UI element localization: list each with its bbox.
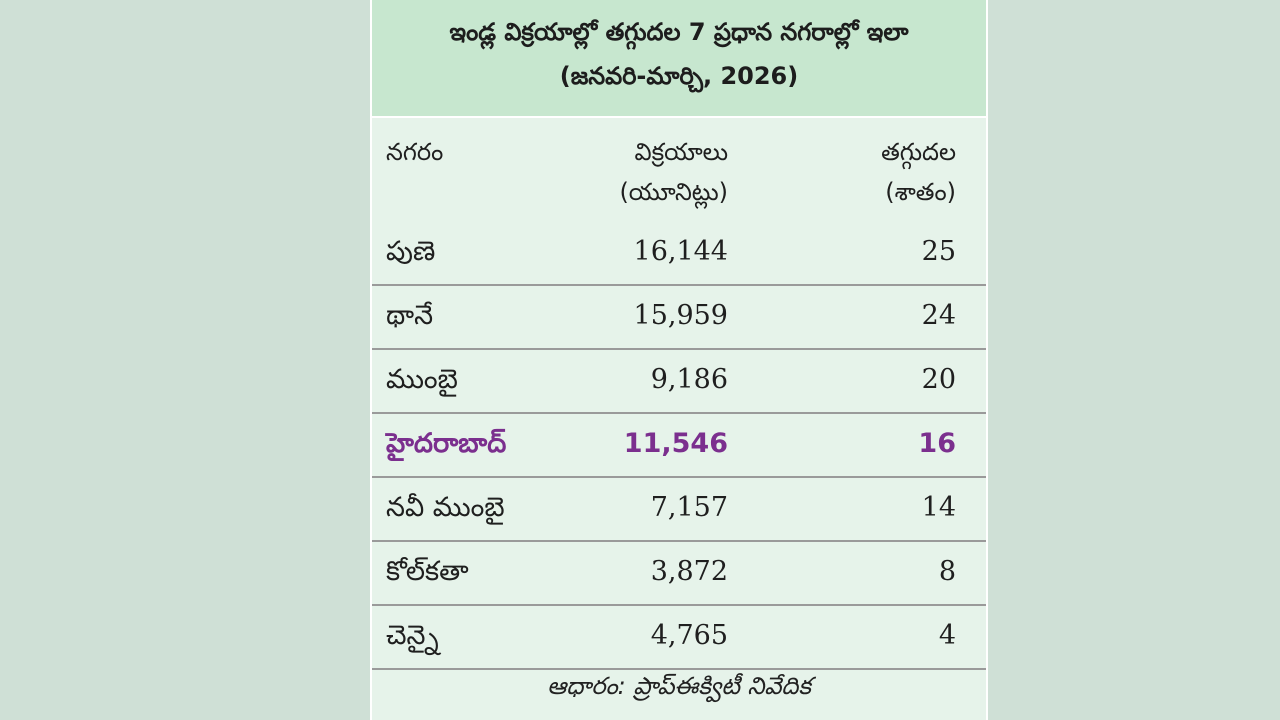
header-city: నగరం [386, 138, 444, 166]
row-units: 11,546 [623, 428, 728, 459]
row-decline: 24 [921, 300, 956, 331]
title-line-1: ఇండ్ల విక్రయాల్లో తగ్గుదల 7 ప్రధాన నగరాల… [449, 18, 909, 46]
table-row-highlighted: హైదరాబాద్ 11,546 16 [372, 414, 986, 478]
row-units: 15,959 [633, 300, 728, 331]
row-decline: 14 [921, 492, 956, 523]
row-city: హైదరాబాద్ [386, 428, 507, 459]
row-units: 7,157 [650, 492, 728, 523]
table-body: పుణె 16,144 25 థానే 15,959 24 ముంబై 9,18… [372, 222, 986, 670]
header-decline: తగ్గుదల (శాతం) [881, 132, 956, 212]
table-row: థానే 15,959 24 [372, 286, 986, 350]
row-city: థానే [386, 300, 434, 331]
table-row: నవీ ముంబై 7,157 14 [372, 478, 986, 542]
source-note: ఆధారం: ప్రాప్‌ఈక్విటీ నివేదిక [547, 672, 811, 700]
header-decline-line2: (శాతం) [885, 178, 956, 206]
row-units: 16,144 [633, 236, 728, 267]
row-city: చెన్నై [386, 620, 439, 651]
row-city: పుణె [386, 236, 436, 267]
row-decline: 20 [921, 364, 956, 395]
row-city: కోల్‌కతా [386, 556, 469, 587]
row-units: 3,872 [650, 556, 728, 587]
row-units: 4,765 [650, 620, 728, 651]
table-row: కోల్‌కతా 3,872 8 [372, 542, 986, 606]
row-city: నవీ ముంబై [386, 492, 505, 523]
row-units: 9,186 [650, 364, 728, 395]
table-title: ఇండ్ల విక్రయాల్లో తగ్గుదల 7 ప్రధాన నగరాల… [372, 0, 986, 116]
table-row: ముంబై 9,186 20 [372, 350, 986, 414]
row-city: ముంబై [386, 364, 458, 395]
header-units: విక్రయాలు (యూనిట్లు) [619, 132, 728, 212]
table-row: చెన్నై 4,765 4 [372, 606, 986, 670]
title-line-2: (జనవరి-మార్చి, 2026) [559, 62, 799, 90]
row-decline: 16 [918, 428, 956, 459]
data-table-card: ఇండ్ల విక్రయాల్లో తగ్గుదల 7 ప్రధాన నగరాల… [370, 0, 988, 720]
table-header: నగరం విక్రయాలు (యూనిట్లు) తగ్గుదల (శాతం) [372, 116, 986, 222]
row-decline: 25 [921, 236, 956, 267]
header-units-line2: (యూనిట్లు) [619, 178, 728, 206]
row-decline: 8 [938, 556, 956, 587]
row-decline: 4 [938, 620, 956, 651]
header-decline-line1: తగ్గుదల [881, 138, 956, 166]
header-units-line1: విక్రయాలు [634, 138, 728, 166]
table-row: పుణె 16,144 25 [372, 222, 986, 286]
